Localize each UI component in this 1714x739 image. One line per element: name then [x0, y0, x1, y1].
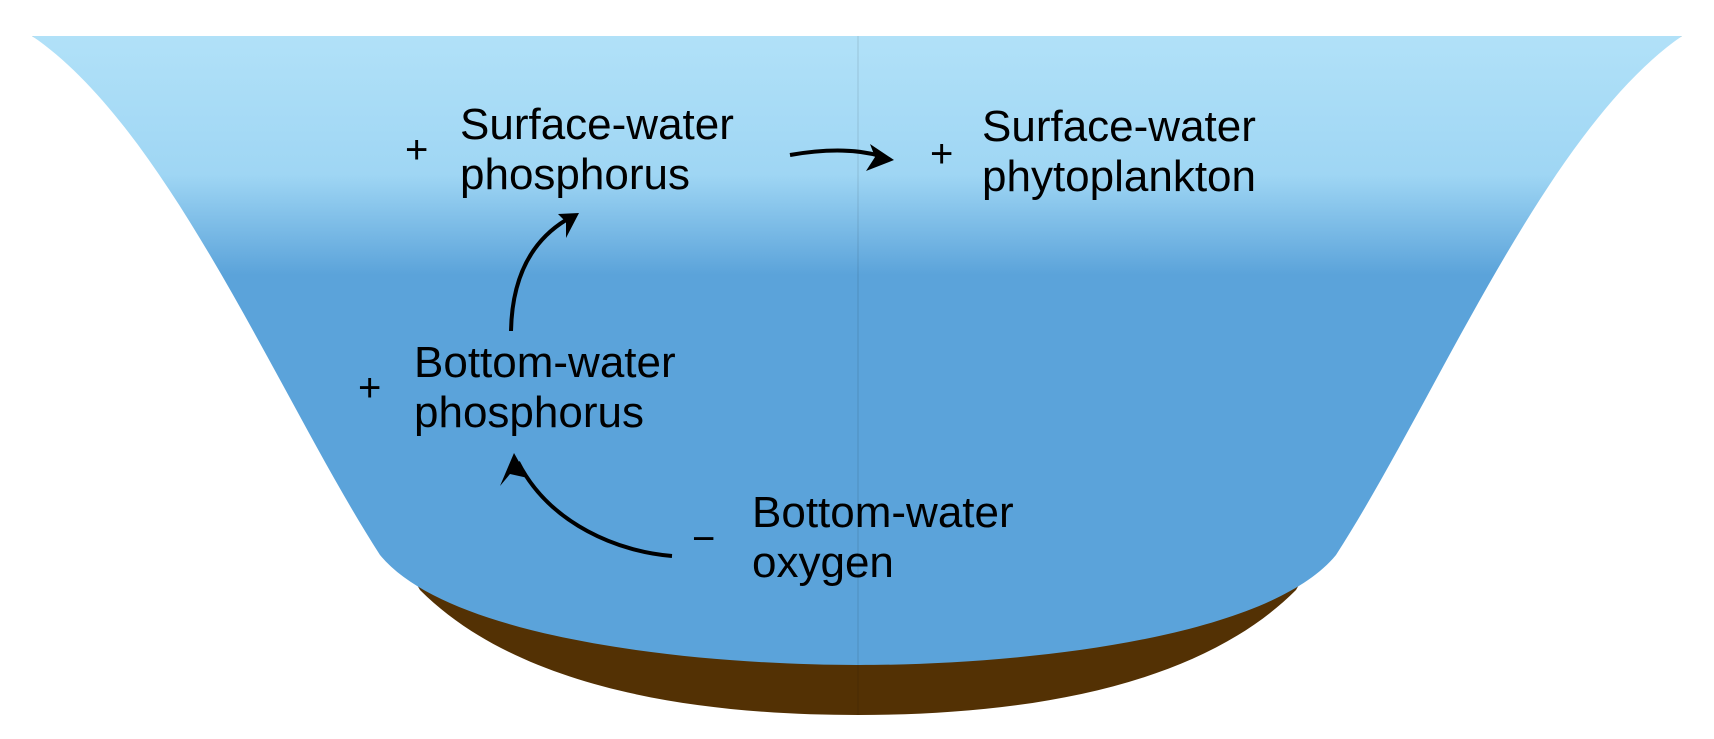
node-bottom-oxygen-sign: −	[692, 517, 715, 561]
node-surface-phosphorus-line2: phosphorus	[460, 150, 690, 199]
node-surface-phytoplankton-line2: phytoplankton	[982, 152, 1256, 201]
node-surface-phytoplankton-sign: +	[930, 132, 953, 176]
node-bottom-oxygen-line2: oxygen	[752, 538, 894, 587]
node-bottom-phosphorus-line1: Bottom-water	[414, 338, 676, 387]
node-bottom-phosphorus-line2: phosphorus	[414, 388, 644, 437]
node-bottom-oxygen-line1: Bottom-water	[752, 488, 1014, 537]
node-surface-phosphorus-line1: Surface-water	[460, 100, 734, 149]
node-surface-phosphorus-sign: +	[405, 128, 428, 172]
node-bottom-phosphorus-sign: +	[358, 366, 381, 410]
node-surface-phytoplankton-line1: Surface-water	[982, 102, 1256, 151]
